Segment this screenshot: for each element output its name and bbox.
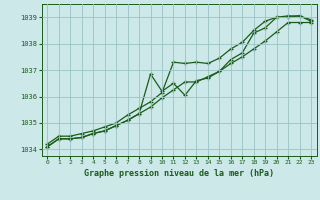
X-axis label: Graphe pression niveau de la mer (hPa): Graphe pression niveau de la mer (hPa) — [84, 169, 274, 178]
